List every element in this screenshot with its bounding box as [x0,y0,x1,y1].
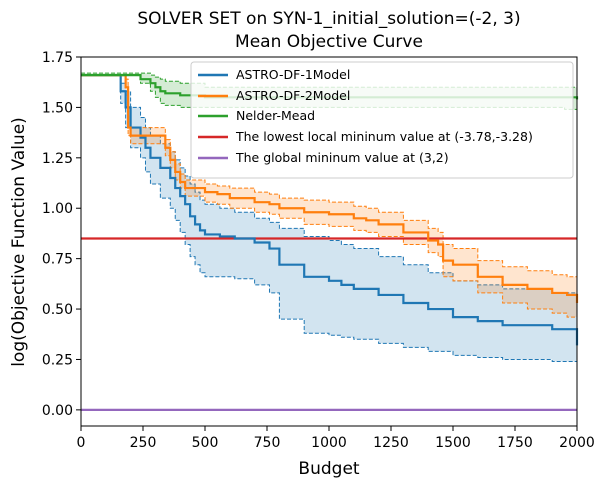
legend-label-global-minimum: The global mininum value at (3,2) [235,150,449,165]
x-axis: 0 250 500 750 1000 1250 1500 1750 2000 [77,426,595,451]
band-upper-astro-df-2model [81,74,578,283]
legend-label-astro-df-1model: ASTRO-DF-1Model [236,67,350,82]
x-tick-label: 750 [254,435,281,451]
series-line-astro-df-2model [81,74,579,303]
legend-label-nelder-mead: Nelder-Mead [236,108,315,123]
band-lower-astro-df-1model [81,74,578,366]
y-tick-label: 1.25 [42,151,73,167]
y-tick-label: 0.50 [42,302,73,318]
x-tick-label: 1000 [311,435,347,451]
y-tick-label: 1.75 [42,50,73,66]
reference-lines [81,237,577,411]
x-tick-label: 1500 [435,435,471,451]
legend: ASTRO-DF-1Model ASTRO-DF-2Model Nelder-M… [190,61,574,179]
band-lower-astro-df-2model [81,74,578,326]
band-upper-nelder-mead [81,72,577,88]
legend-box [190,61,574,179]
y-axis-label: log(Objective Function Value) [9,117,29,367]
series-line-astro-df-1model [81,74,579,346]
legend-label-astro-df-2model: ASTRO-DF-2Model [236,88,350,103]
x-tick-label: 1250 [373,435,409,451]
x-tick-label: 2000 [559,435,595,451]
x-tick-label: 0 [77,435,86,451]
x-tick-label: 250 [130,435,157,451]
legend-label-local-minimum: The lowest local mininum value at (-3.78… [235,129,533,144]
y-tick-label: 0.75 [42,252,73,268]
y-tick-label: 0.25 [42,352,73,368]
y-axis: 0.00 0.25 0.50 0.75 1.00 1.25 1.50 1.75 [42,50,81,419]
y-tick-label: 1.50 [42,100,73,116]
x-tick-label: 500 [192,435,219,451]
chart-title: SOLVER SET on SYN-1_initial_solution=(-2… [137,9,520,29]
x-tick-label: 1750 [497,435,533,451]
band-astro-df-1model [81,75,577,366]
x-axis-label: Budget [298,459,359,479]
y-tick-label: 0.00 [42,403,73,419]
chart-subtitle: Mean Objective Curve [235,32,423,52]
y-tick-label: 1.00 [42,201,73,217]
